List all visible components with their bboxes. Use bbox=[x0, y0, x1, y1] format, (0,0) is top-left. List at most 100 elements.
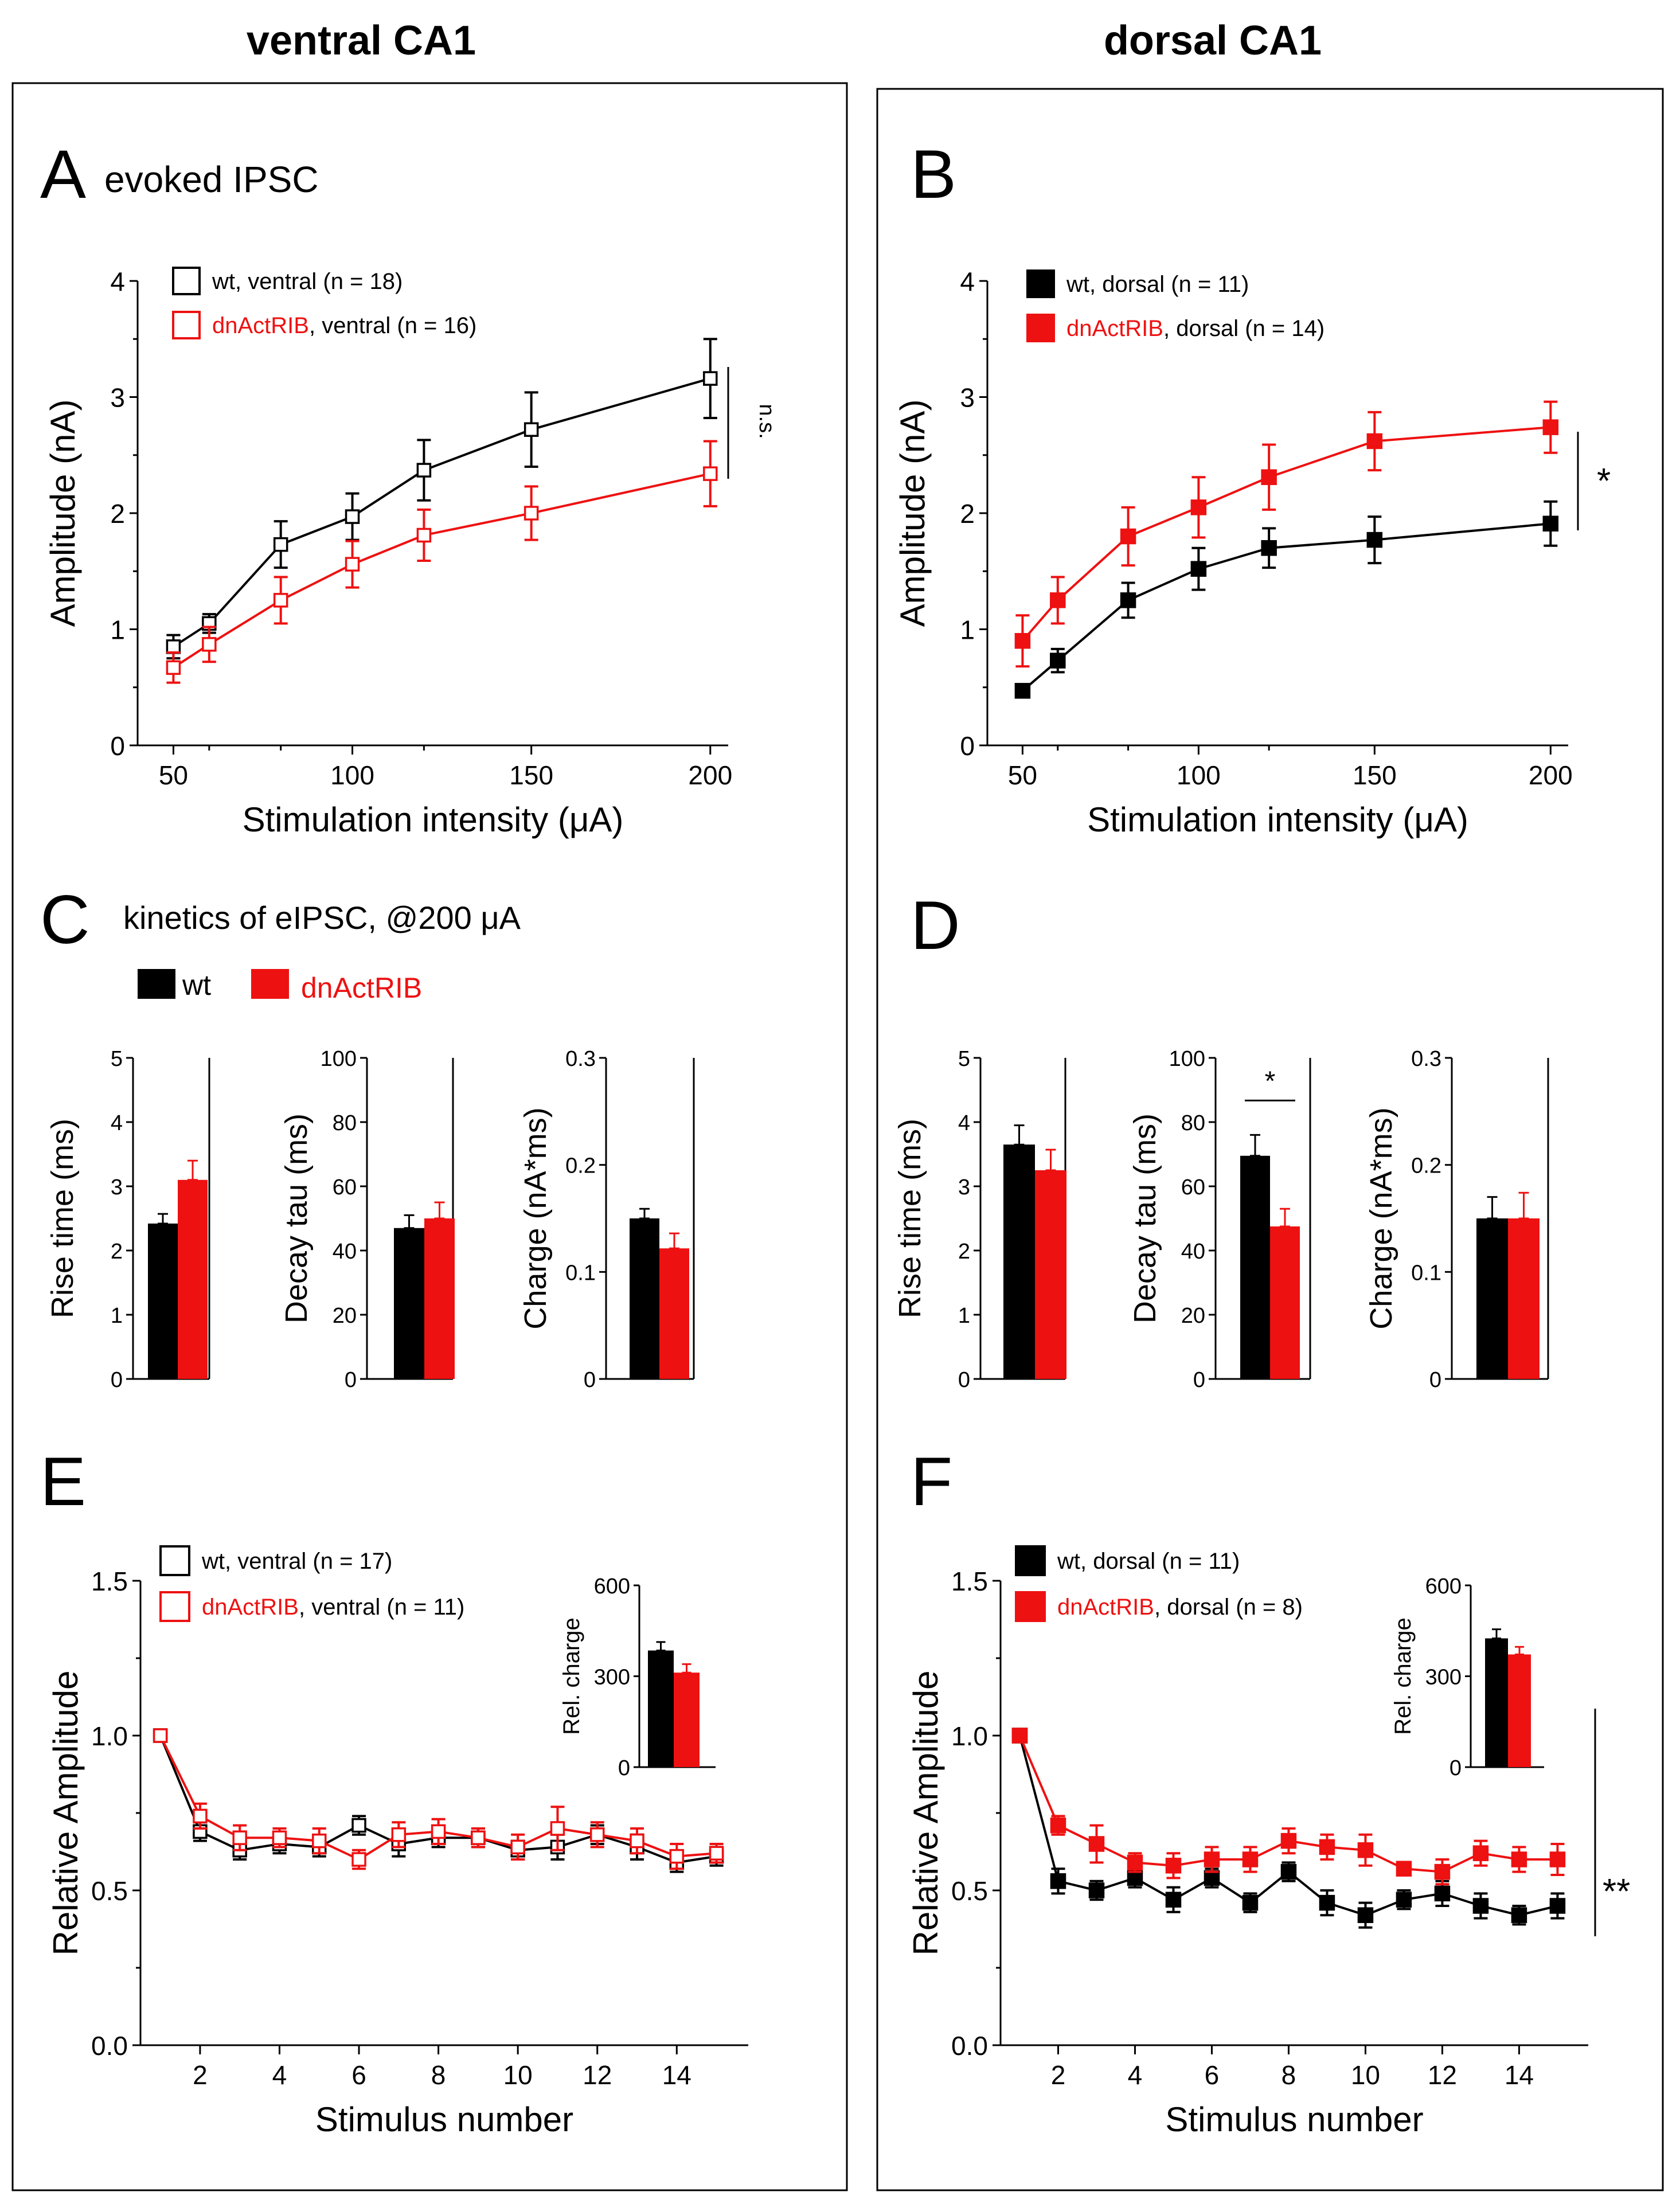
point-dn bbox=[351, 1852, 366, 1867]
x-tick-label: 6 bbox=[351, 2060, 366, 2090]
y-axis-label: Relative Amplitude bbox=[46, 1671, 85, 1956]
x-tick-label: 14 bbox=[662, 2060, 691, 2090]
inset-bar-wt bbox=[1485, 1638, 1508, 1767]
inset-bar-dn bbox=[1508, 1654, 1531, 1767]
point-dn bbox=[312, 1833, 327, 1849]
y-tick-label: 0.0 bbox=[951, 2031, 988, 2061]
point-wt bbox=[1472, 1898, 1489, 1914]
point-wt bbox=[703, 371, 718, 386]
legend-detail-dn: , ventral (n = 11) bbox=[299, 1595, 464, 1620]
panel-letter-d: D bbox=[911, 887, 960, 964]
bar-y-tick-label: 20 bbox=[333, 1304, 357, 1328]
point-dn bbox=[510, 1839, 525, 1855]
point-dn bbox=[431, 1824, 446, 1839]
legend-swatch-wt bbox=[1026, 269, 1055, 298]
point-wt bbox=[523, 422, 539, 437]
bar-wt bbox=[630, 1218, 659, 1379]
y-tick-label: 3 bbox=[110, 383, 125, 413]
panel-title-a: evoked IPSC bbox=[104, 159, 319, 200]
legend-swatch-dn bbox=[172, 311, 201, 339]
inset-y-tick-label: 0 bbox=[618, 1756, 630, 1780]
panel-title-c: kinetics of eIPSC, @200 μA bbox=[123, 900, 521, 936]
point-dn bbox=[1549, 1851, 1566, 1867]
legend-detail-wt: , ventral (n = 17) bbox=[225, 1549, 392, 1574]
legend-name-dn: dnActRIB bbox=[202, 1595, 299, 1620]
y-tick-label: 1 bbox=[960, 615, 975, 645]
bar-y-tick-label: 20 bbox=[1181, 1304, 1205, 1328]
point-wt bbox=[1050, 652, 1066, 669]
bar-y-tick-label: 60 bbox=[333, 1175, 357, 1199]
y-tick-label: 1.0 bbox=[91, 1721, 128, 1751]
x-tick-label: 10 bbox=[503, 2060, 533, 2090]
point-dn bbox=[1366, 433, 1383, 450]
point-dn bbox=[1050, 1817, 1066, 1834]
bar-y-tick-label: 100 bbox=[321, 1047, 357, 1071]
legend-label-dn: dnActRIB, dorsal (n = 14) bbox=[1066, 316, 1325, 341]
point-dn bbox=[471, 1830, 486, 1845]
panel-letter-b: B bbox=[911, 136, 956, 213]
point-wt bbox=[1280, 1863, 1297, 1880]
bar-dn bbox=[1035, 1170, 1066, 1379]
chart-f: 0.0 0.5 1.0 1.5 2 4 6 8 10 12 14 Stimulus number Rel… bbox=[907, 1545, 1630, 2139]
x-tick-label: 2 bbox=[193, 2060, 208, 2090]
point-dn bbox=[273, 593, 288, 608]
legend-detail-wt: , dorsal (n = 11) bbox=[1080, 1549, 1240, 1574]
legend-label-wt: wt, ventral (n = 17) bbox=[201, 1549, 392, 1574]
legend-c-dn-swatch bbox=[251, 969, 289, 999]
bar-y-tick-label: 5 bbox=[111, 1047, 123, 1071]
legend-c-dn-label: dnActRIB bbox=[301, 972, 422, 1004]
bar-y-tick-label: 80 bbox=[333, 1111, 357, 1135]
bar-dn bbox=[1270, 1226, 1300, 1379]
panel-letter-e: E bbox=[40, 1443, 86, 1520]
significance-label: * bbox=[1597, 462, 1611, 501]
point-wt bbox=[1165, 1892, 1182, 1908]
title-left: ventral CA1 bbox=[247, 18, 476, 64]
inset-y-tick-label: 600 bbox=[1425, 1574, 1462, 1599]
bar-y-tick-label: 0.3 bbox=[1411, 1047, 1441, 1071]
point-dn bbox=[550, 1821, 565, 1836]
point-wt bbox=[1050, 1873, 1066, 1889]
point-dn bbox=[1014, 633, 1031, 649]
legend-name-dn: dnActRIB bbox=[212, 313, 309, 338]
x-tick-label: 8 bbox=[1282, 2060, 1296, 2090]
inset-y-tick-label: 600 bbox=[594, 1574, 630, 1599]
bar-y-tick-label: 4 bbox=[958, 1111, 970, 1135]
bar-y-tick-label: 0.2 bbox=[565, 1154, 596, 1178]
legend-label-dn: dnActRIB, dorsal (n = 8) bbox=[1057, 1595, 1303, 1620]
x-axis-label: Stimulus number bbox=[1165, 2100, 1423, 2139]
x-tick-label: 150 bbox=[509, 760, 553, 790]
x-tick-label: 100 bbox=[1177, 760, 1221, 790]
point-wt bbox=[351, 1818, 366, 1833]
point-dn bbox=[345, 557, 360, 572]
bar-y-tick-label: 4 bbox=[111, 1111, 123, 1135]
point-wt bbox=[1434, 1885, 1451, 1902]
inset-y-tick-label: 300 bbox=[1425, 1666, 1462, 1690]
y-tick-label: 1 bbox=[110, 615, 125, 645]
y-tick-label: 4 bbox=[110, 267, 125, 296]
y-tick-label: 0.0 bbox=[91, 2031, 128, 2061]
y-tick-label: 1.5 bbox=[91, 1566, 128, 1596]
panel-letter-f: F bbox=[911, 1443, 952, 1520]
point-dn bbox=[166, 660, 181, 675]
point-dn bbox=[589, 1827, 605, 1842]
x-tick-label: 4 bbox=[272, 2060, 287, 2090]
legend-c-wt-swatch bbox=[138, 969, 175, 999]
point-dn bbox=[232, 1830, 247, 1845]
point-dn bbox=[272, 1830, 287, 1845]
x-tick-label: 14 bbox=[1505, 2060, 1534, 2090]
x-tick-label: 8 bbox=[431, 2060, 446, 2090]
legend-name-wt: wt bbox=[201, 1549, 225, 1574]
point-dn bbox=[1242, 1851, 1259, 1867]
chart-e: 0.0 0.5 1.0 1.5 2 4 6 8 10 12 14 Stimulus number Rel… bbox=[46, 1545, 748, 2139]
inset-y-tick-label: 300 bbox=[594, 1666, 630, 1690]
legend-detail-wt: , dorsal (n = 11) bbox=[1089, 272, 1249, 297]
y-tick-label: 2 bbox=[110, 499, 125, 529]
point-wt bbox=[1396, 1892, 1412, 1908]
bar-y-tick-label: 80 bbox=[1181, 1111, 1205, 1135]
point-wt bbox=[273, 537, 288, 552]
point-wt bbox=[1542, 515, 1559, 532]
legend-swatch-wt bbox=[1015, 1545, 1046, 1576]
legend-label-dn: dnActRIB, ventral (n = 11) bbox=[202, 1595, 464, 1620]
bar-y-axis-label: Charge (nA*ms) bbox=[518, 1107, 553, 1329]
